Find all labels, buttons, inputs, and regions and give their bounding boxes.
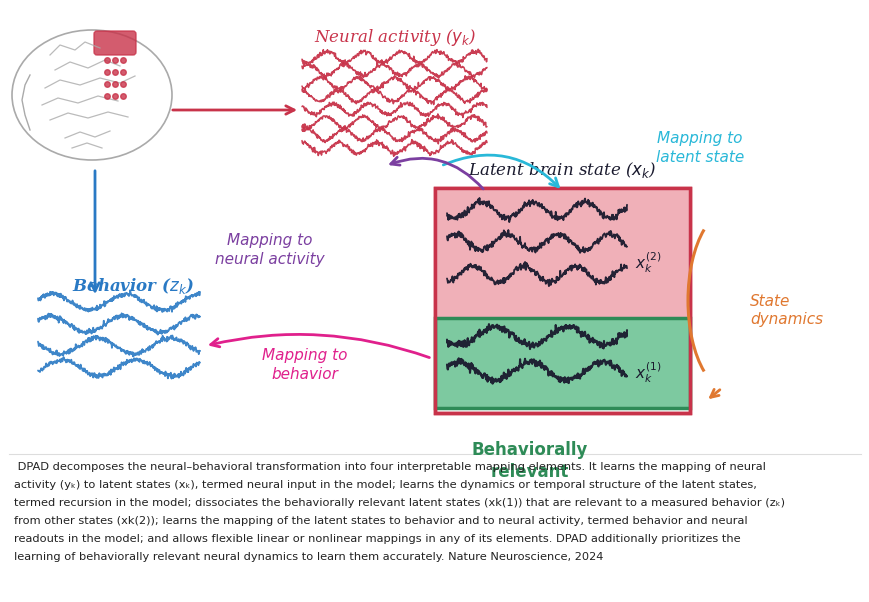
- Text: Latent brain state ($x_k$): Latent brain state ($x_k$): [468, 160, 656, 180]
- Text: $x_k^{(2)}$: $x_k^{(2)}$: [634, 250, 660, 275]
- Text: learning of behaviorally relevant neural dynamics to learn them accurately. Natu: learning of behaviorally relevant neural…: [14, 552, 603, 562]
- Text: State
dynamics: State dynamics: [749, 294, 822, 327]
- Text: termed recursion in the model; dissociates the behaviorally relevant latent stat: termed recursion in the model; dissociat…: [14, 498, 784, 508]
- Bar: [434, 318, 689, 408]
- Text: Behaviorally
relevant: Behaviorally relevant: [471, 441, 587, 481]
- Bar: [434, 188, 689, 413]
- Text: Mapping to
latent state: Mapping to latent state: [655, 131, 743, 165]
- Text: Mapping to
behavior: Mapping to behavior: [262, 348, 348, 382]
- Bar: [434, 188, 689, 413]
- Text: DPAD decomposes the neural–behavioral transformation into four interpretable map: DPAD decomposes the neural–behavioral tr…: [14, 462, 765, 472]
- Text: Mapping to
neural activity: Mapping to neural activity: [215, 233, 324, 267]
- Text: activity (yₖ) to latent states (xₖ), termed neural input in the model; learns th: activity (yₖ) to latent states (xₖ), ter…: [14, 480, 756, 490]
- Text: from other states (xk(2)); learns the mapping of the latent states to behavior a: from other states (xk(2)); learns the ma…: [14, 516, 746, 526]
- Text: $x_k^{(1)}$: $x_k^{(1)}$: [634, 361, 660, 385]
- Text: Behavior ($z_k$): Behavior ($z_k$): [72, 276, 194, 296]
- Text: readouts in the model; and allows flexible linear or nonlinear mappings in any o: readouts in the model; and allows flexib…: [14, 534, 740, 544]
- FancyBboxPatch shape: [94, 31, 136, 55]
- Bar: [434, 188, 689, 318]
- Text: Neural activity ($y_k$): Neural activity ($y_k$): [314, 28, 475, 49]
